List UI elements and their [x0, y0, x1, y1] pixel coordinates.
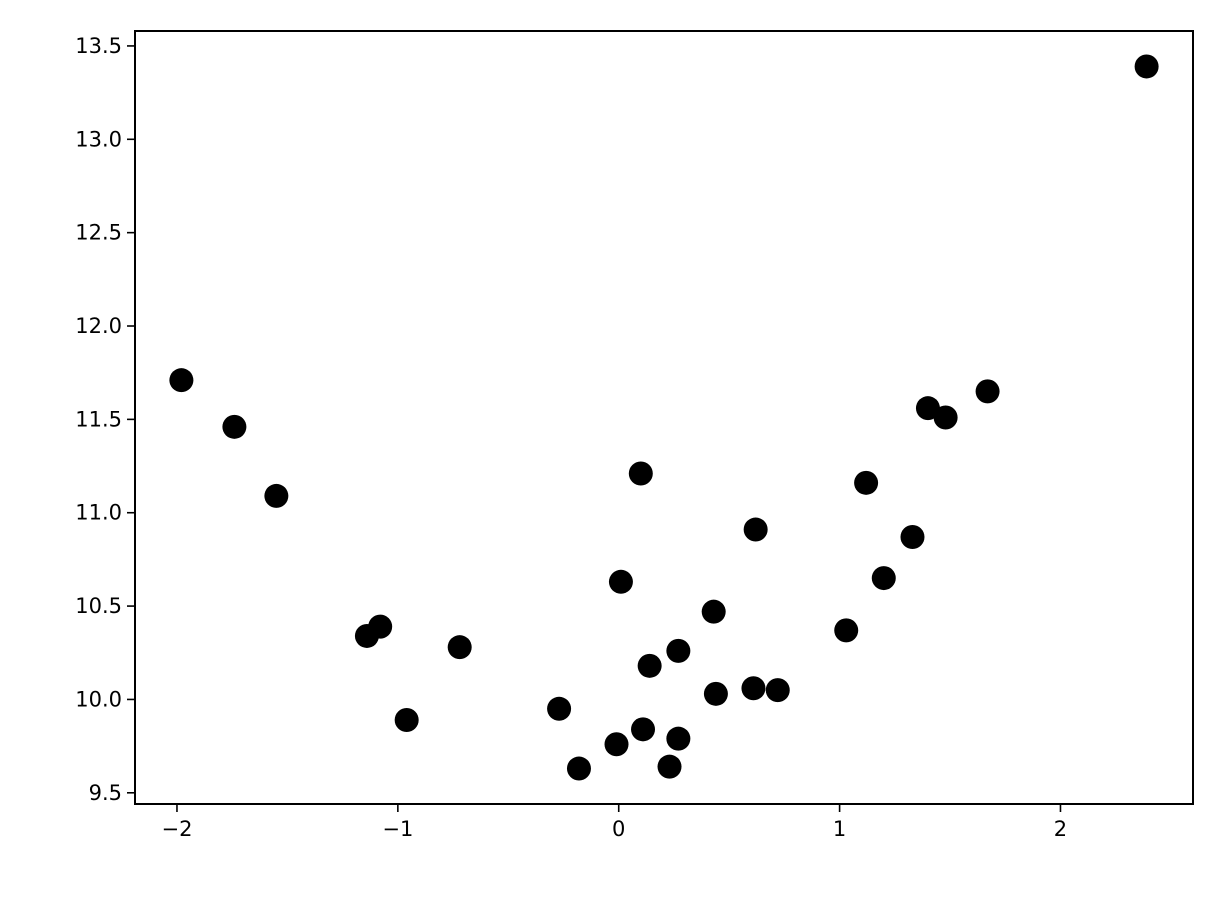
x-tick-label: 1	[833, 817, 846, 841]
data-point	[741, 676, 766, 701]
data-point	[765, 678, 790, 703]
x-tick-label: 0	[612, 817, 625, 841]
data-point	[666, 726, 691, 751]
data-point	[701, 599, 726, 624]
data-point	[264, 483, 289, 508]
data-point	[743, 517, 768, 542]
data-point	[566, 756, 591, 781]
axes-frame	[134, 30, 1194, 805]
y-axis: 9.5 10.0 10.5 11.0 11.5 12.0 12.5 13.0 13.5	[75, 34, 135, 805]
data-point	[631, 717, 656, 742]
x-tick-label: −2	[161, 817, 192, 841]
y-tick-label: 11.5	[75, 407, 122, 431]
y-tick-label: 10.5	[75, 594, 122, 618]
x-axis: −2 −1 0 1 2	[161, 804, 1067, 841]
x-tick-label: 2	[1054, 817, 1067, 841]
data-point	[933, 405, 958, 430]
data-point	[900, 524, 925, 549]
x-tick-label: −1	[382, 817, 413, 841]
data-point	[834, 618, 859, 643]
data-point	[169, 368, 194, 393]
y-tick-label: 13.0	[75, 127, 122, 151]
data-points	[169, 54, 1159, 781]
y-tick-label: 9.5	[89, 781, 122, 805]
y-tick-label: 11.0	[75, 501, 122, 525]
data-point	[666, 638, 691, 663]
y-tick-label: 12.5	[75, 221, 122, 245]
data-point	[368, 614, 393, 639]
data-point	[1134, 54, 1159, 79]
y-tick-label: 10.0	[75, 687, 122, 711]
data-point	[608, 569, 633, 594]
data-point	[637, 653, 662, 678]
data-point	[447, 635, 472, 660]
data-point	[871, 566, 896, 591]
data-point	[657, 754, 682, 779]
data-point	[975, 379, 1000, 404]
data-point	[854, 470, 879, 495]
data-point	[222, 414, 247, 439]
data-point	[915, 396, 940, 421]
data-point	[547, 696, 572, 721]
data-point	[628, 461, 653, 486]
data-point	[394, 707, 419, 732]
data-point	[604, 732, 629, 757]
data-point	[703, 681, 728, 706]
y-tick-label: 13.5	[75, 34, 122, 58]
y-tick-label: 12.0	[75, 314, 122, 338]
